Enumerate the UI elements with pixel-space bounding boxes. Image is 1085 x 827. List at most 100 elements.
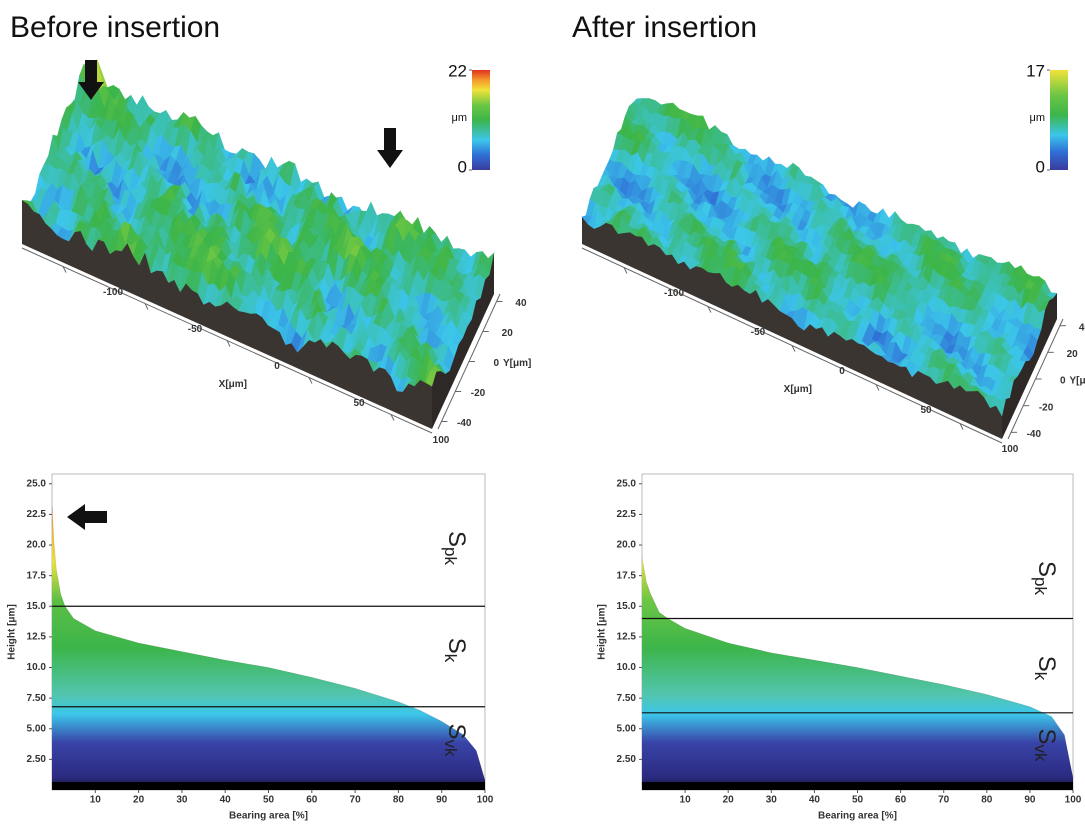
- y-tick-label: -40: [457, 418, 472, 429]
- y-tick-label: 17.5: [27, 570, 47, 581]
- base-band: [52, 782, 485, 790]
- x-axis-label: Bearing area [%]: [818, 811, 897, 822]
- x-tick-label: 100: [477, 795, 494, 806]
- x-tick-label: 10: [90, 795, 102, 806]
- x-tick-label: 90: [1024, 795, 1036, 806]
- colorbar: [1050, 70, 1068, 170]
- y-axis-label: Y[μm]: [503, 358, 531, 369]
- y-tick-label: 7.50: [617, 693, 637, 704]
- colorbar-label: 0: [458, 157, 467, 176]
- y-tick-label: 17.5: [617, 570, 637, 581]
- annotation-letter: S: [443, 723, 470, 739]
- y-tick-label: 5.00: [617, 723, 637, 734]
- x-tick-label: 70: [350, 795, 362, 806]
- annotation-letter: S: [443, 531, 470, 547]
- x-tick: [707, 306, 712, 313]
- colorbar-unit: μm: [1029, 112, 1045, 124]
- y-tick-label: 22.5: [617, 509, 637, 520]
- annotation-subscript: pk: [441, 547, 460, 565]
- colorbar-label: 0: [1036, 157, 1045, 176]
- colorbar: [472, 70, 490, 170]
- y-tick-label: 0: [493, 358, 499, 369]
- y-axis-label: Height [μm]: [597, 604, 608, 660]
- annotation: Svk: [441, 723, 470, 757]
- annotation-subscript: k: [441, 654, 460, 663]
- y-tick-label: -40: [1027, 429, 1042, 440]
- x-tick-label: 60: [306, 795, 318, 806]
- x-tick-label: 40: [220, 795, 232, 806]
- x-tick-label: 30: [176, 795, 188, 806]
- x-tick-label: 0: [839, 366, 845, 377]
- y-tick-label: -20: [471, 388, 486, 399]
- annotation-subscript: pk: [1031, 577, 1050, 595]
- x-tick-label: 40: [809, 795, 821, 806]
- x-tick-label: 50: [263, 795, 275, 806]
- y-tick-label: 20.0: [27, 540, 47, 551]
- area-line: [51, 505, 486, 781]
- base-band: [642, 782, 1073, 790]
- x-tick: [875, 384, 880, 391]
- x-tick-label: -50: [751, 327, 766, 338]
- y-tick-label: 12.5: [617, 632, 637, 643]
- surface-front: [582, 217, 1002, 439]
- surface-side: [1002, 293, 1057, 439]
- x-tick: [226, 340, 231, 347]
- x-tick-label: 70: [938, 795, 950, 806]
- x-tick-label: 50: [852, 795, 864, 806]
- annotation: Spk: [441, 531, 470, 565]
- x-tick-label: -100: [103, 287, 123, 298]
- y-tick-label: 2.50: [617, 754, 637, 765]
- annotation-letter: S: [1033, 656, 1060, 672]
- x-tick-label: -50: [188, 324, 203, 335]
- colorbar-label: 17: [1026, 61, 1045, 80]
- y-tick-label: 25.0: [27, 478, 47, 489]
- x-tick-label: 50: [353, 398, 365, 409]
- y-tick-label: 25.0: [617, 478, 637, 489]
- y-tick-label: 40: [1079, 322, 1085, 333]
- arrows: [67, 60, 403, 530]
- x-tick-label: -100: [664, 288, 684, 299]
- x-tick: [62, 266, 67, 273]
- annotation-letter: S: [1033, 561, 1060, 577]
- y-tick-label: -20: [1039, 402, 1054, 413]
- y-axis-label: Y[μm]: [1070, 376, 1085, 387]
- x-tick: [959, 423, 964, 430]
- x-tick-label: 20: [723, 795, 735, 806]
- surface: [21, 58, 495, 429]
- x-tick-label: 10: [680, 795, 692, 806]
- surface-side: [432, 252, 494, 429]
- annotation-subscript: vk: [1031, 745, 1050, 763]
- x-tick: [308, 377, 313, 384]
- content: Before insertion-100-50050100X[μm]-40-20…: [7, 11, 1085, 822]
- surface: [581, 98, 1058, 439]
- x-tick-label: 80: [393, 795, 405, 806]
- x-tick-label: 90: [436, 795, 448, 806]
- y-tick-label: 20: [502, 328, 514, 339]
- annotation: Spk: [1031, 561, 1060, 595]
- y-tick-label: 15.0: [27, 601, 47, 612]
- x-axis-label: X[μm]: [219, 379, 247, 390]
- panel-title: After insertion: [572, 11, 757, 44]
- x-tick-label: 0: [274, 361, 280, 372]
- x-tick: [144, 303, 149, 310]
- x-tick: [791, 345, 796, 352]
- area-fill: [52, 505, 485, 790]
- annotation: Sk: [441, 638, 470, 663]
- y-tick-label: 40: [515, 298, 527, 309]
- x-tick: [390, 414, 395, 421]
- y-tick-label: 0: [1060, 376, 1066, 387]
- annotation: Sk: [1031, 656, 1060, 681]
- y-tick-label: 5.00: [27, 723, 47, 734]
- annotation: Svk: [1031, 728, 1060, 762]
- y-tick-label: 10.0: [617, 662, 637, 673]
- surface-front: [22, 200, 432, 429]
- y-tick-label: 20.0: [617, 540, 637, 551]
- x-tick-label: 30: [766, 795, 778, 806]
- annotation-letter: S: [443, 638, 470, 654]
- x-tick-label: 80: [981, 795, 993, 806]
- area-fill: [642, 557, 1073, 790]
- arrow: [78, 60, 104, 100]
- x-tick-label: 100: [1002, 444, 1019, 455]
- x-tick-label: 50: [920, 405, 932, 416]
